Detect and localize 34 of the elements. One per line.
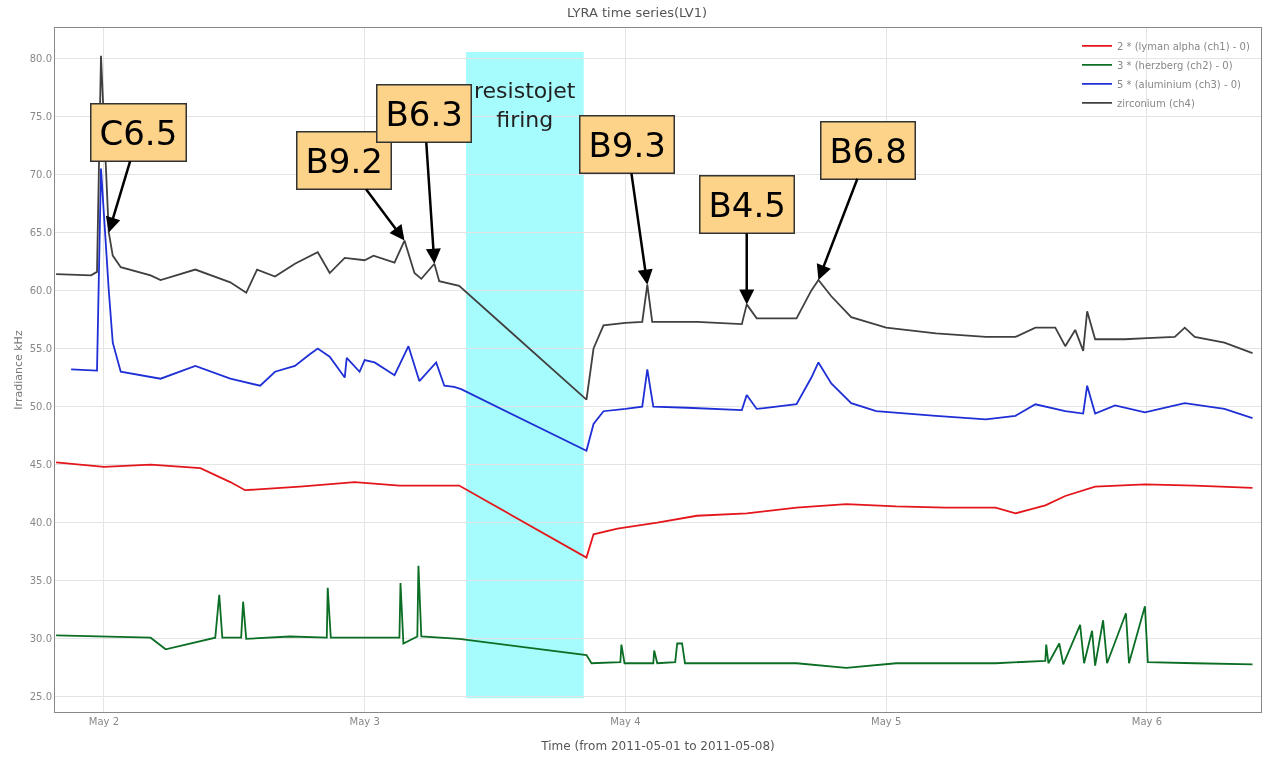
- band-label: resistojet firing: [474, 78, 576, 132]
- y-axis-title: Irradiance kHz: [12, 330, 26, 410]
- y-tick-label: 55.0: [29, 343, 52, 355]
- line-series: [55, 564, 1254, 669]
- y-tick-label: 30.0: [29, 633, 52, 645]
- line-series: [55, 54, 1254, 401]
- x-tick-label: May 3: [349, 716, 380, 727]
- y-tick-label: 40.0: [29, 517, 52, 529]
- legend-label: 3 * (herzberg (ch2) - 0): [1116, 59, 1233, 71]
- annotation: C6.5: [99, 112, 178, 153]
- y-tick-label: 50.0: [29, 401, 52, 413]
- x-tick-label: May 5: [871, 716, 902, 727]
- line-series: [55, 461, 1254, 559]
- y-tick-label: 75.0: [29, 110, 52, 122]
- y-tick-label: 35.0: [29, 575, 52, 587]
- legend-label: zirconium (ch4): [1116, 97, 1195, 109]
- annotation: B6.3: [385, 93, 463, 134]
- legend-label: 2 * (lyman alpha (ch1) - 0): [1116, 40, 1250, 52]
- y-tick-label: 25.0: [29, 691, 52, 703]
- y-tick-label: 80.0: [29, 52, 52, 64]
- annotation: B9.2: [305, 140, 383, 181]
- x-tick-label: May 2: [88, 716, 119, 727]
- x-tick-label: May 6: [1131, 716, 1163, 727]
- legend-label: 5 * (aluminium (ch3) - 0): [1116, 78, 1242, 90]
- annotation: B6.8: [829, 130, 907, 171]
- annotation: B4.5: [708, 184, 786, 225]
- y-tick-label: 70.0: [29, 168, 52, 180]
- y-tick-label: 60.0: [29, 284, 52, 296]
- annotation: B9.3: [588, 124, 666, 165]
- y-tick-label: 65.0: [29, 226, 52, 238]
- chart-title: LYRA time series(LV1): [566, 4, 708, 20]
- y-tick-label: 45.0: [29, 459, 52, 471]
- x-axis-title: Time (from 2011-05-01 to 2011-05-08): [540, 738, 775, 753]
- x-tick-label: May 4: [610, 716, 641, 727]
